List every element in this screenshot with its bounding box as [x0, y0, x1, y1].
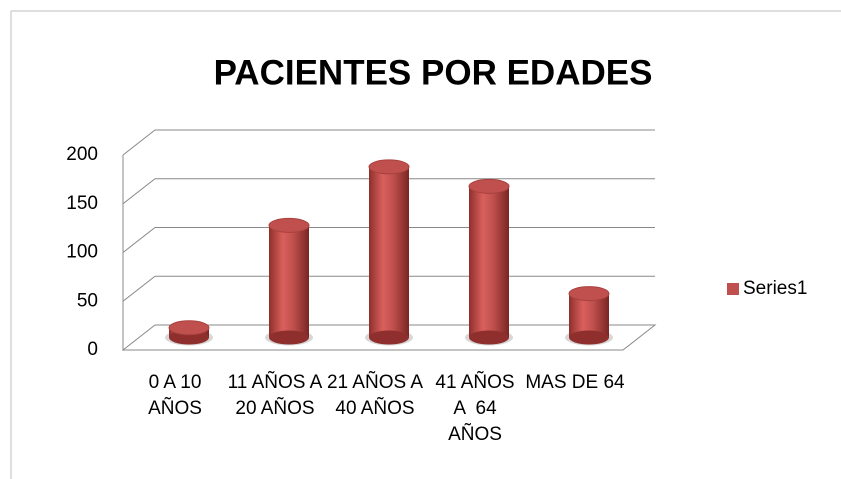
bar — [369, 166, 409, 338]
bar-top — [168, 320, 210, 336]
bar-top — [368, 159, 410, 175]
y-tick-label: 50 — [77, 290, 98, 311]
x-tick-label: 41 AÑOS A 64 AÑOS — [435, 372, 526, 445]
x-tick-label: MAS DE 64 — [525, 372, 625, 393]
grid-line — [122, 178, 655, 205]
bar-bottom — [269, 330, 309, 345]
bar-top — [468, 178, 510, 194]
bar — [269, 225, 309, 338]
bar — [469, 186, 509, 338]
y-tick-label: 150 — [66, 193, 98, 214]
grid-line — [122, 129, 655, 156]
bar-top — [268, 217, 310, 233]
chart-title: PACIENTES POR EDADES — [214, 53, 653, 92]
legend-label: Series1 — [743, 278, 807, 299]
y-tick-label: 100 — [66, 242, 98, 263]
x-tick-label: 21 AÑOS A 40 AÑOS — [326, 372, 429, 419]
legend-swatch — [727, 283, 739, 295]
x-tick-label: 11 AÑOS A 20 AÑOS — [227, 372, 328, 419]
x-tick-label: 0 A 10 AÑOS — [148, 372, 206, 419]
y-tick-label: 0 — [87, 339, 98, 360]
bar-bottom — [569, 330, 609, 345]
y-tick-label: 200 — [66, 144, 98, 165]
bar-top — [568, 286, 610, 302]
bar-bottom — [469, 330, 509, 345]
bar-bottom — [369, 330, 409, 345]
